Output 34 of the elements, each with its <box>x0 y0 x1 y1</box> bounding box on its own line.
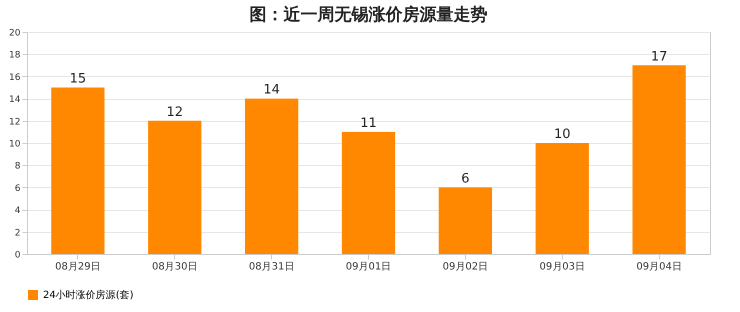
x-tick-label: 09月02日 <box>442 262 488 272</box>
data-label: 14 <box>263 82 280 98</box>
data-label: 15 <box>70 72 86 86</box>
y-tick-label: 14 <box>9 95 21 106</box>
x-tick-label: 09月03日 <box>540 262 585 272</box>
x-tick-label: 08月29日 <box>55 262 101 272</box>
data-label: 12 <box>166 104 184 120</box>
y-tick-label: 18 <box>9 50 21 61</box>
y-tick-label: 4 <box>14 206 21 216</box>
data-label: 17 <box>650 49 668 64</box>
data-label: 6 <box>461 171 470 186</box>
y-tick-label: 10 <box>9 140 21 150</box>
bar <box>438 187 492 254</box>
legend-label: 24小时涨价房源(套) <box>43 289 134 301</box>
y-tick-label: 20 <box>9 28 21 38</box>
y-tick-label: 0 <box>14 250 21 260</box>
bar <box>51 88 105 254</box>
chart-title: 图：近一周无锡涨价房源量走势 <box>250 5 488 25</box>
y-tick-label: 6 <box>14 184 21 194</box>
y-tick-label: 12 <box>9 117 20 128</box>
y-tick-label: 2 <box>14 228 20 238</box>
bar <box>632 65 686 254</box>
y-tick-label: 16 <box>9 72 21 83</box>
bar <box>342 132 396 254</box>
x-tick-label: 09月04日 <box>636 262 682 272</box>
bar <box>244 98 298 254</box>
x-tick-label: 08月31日 <box>248 262 294 272</box>
y-tick-label: 8 <box>14 162 21 172</box>
bar <box>148 120 202 254</box>
x-tick-label: 08月30日 <box>152 262 198 272</box>
x-tick-label: 09月01日 <box>346 262 392 272</box>
data-label: 11 <box>360 116 377 131</box>
data-label: 10 <box>554 127 571 142</box>
bar <box>536 143 589 254</box>
